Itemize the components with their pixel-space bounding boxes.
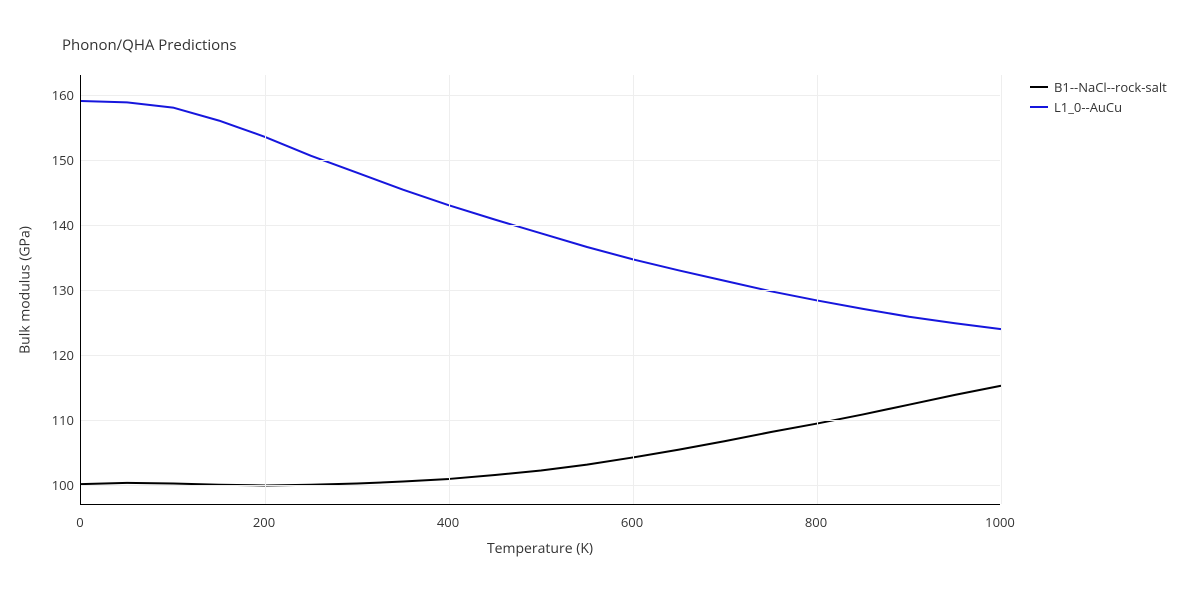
- legend-item[interactable]: B1--NaCl--rock-salt: [1030, 78, 1167, 96]
- legend-item[interactable]: L1_0--AuCu: [1030, 98, 1167, 116]
- gridline-h: [81, 420, 1000, 421]
- chart-container: Phonon/QHA Predictions Temperature (K) B…: [0, 0, 1200, 600]
- y-tick-label: 160: [50, 86, 74, 104]
- y-tick-label: 100: [50, 476, 74, 494]
- y-tick-label: 110: [50, 411, 74, 429]
- gridline-v: [1001, 75, 1002, 504]
- y-tick-label: 130: [50, 281, 74, 299]
- legend-swatch: [1030, 86, 1048, 88]
- y-tick-label: 140: [50, 216, 74, 234]
- x-tick-label: 1000: [985, 513, 1015, 531]
- x-tick-label: 0: [76, 513, 83, 531]
- x-tick-label: 600: [621, 513, 643, 531]
- legend-swatch: [1030, 106, 1048, 108]
- chart-title: Phonon/QHA Predictions: [62, 35, 237, 55]
- x-axis-label: Temperature (K): [487, 539, 593, 558]
- gridline-h: [81, 290, 1000, 291]
- legend-label: L1_0--AuCu: [1054, 98, 1122, 116]
- y-tick-label: 120: [50, 346, 74, 364]
- legend-label: B1--NaCl--rock-salt: [1054, 78, 1167, 96]
- x-tick-label: 400: [437, 513, 459, 531]
- gridline-h: [81, 355, 1000, 356]
- legend: B1--NaCl--rock-salt L1_0--AuCu: [1030, 78, 1167, 118]
- gridline-h: [81, 160, 1000, 161]
- y-tick-label: 150: [50, 151, 74, 169]
- x-tick-label: 200: [253, 513, 275, 531]
- series-line: [81, 386, 1001, 486]
- gridline-h: [81, 485, 1000, 486]
- gridline-h: [81, 95, 1000, 96]
- x-tick-label: 800: [805, 513, 827, 531]
- plot-area: [80, 75, 1000, 505]
- y-axis-label: Bulk modulus (GPa): [16, 226, 35, 354]
- gridline-h: [81, 225, 1000, 226]
- series-line: [81, 101, 1001, 329]
